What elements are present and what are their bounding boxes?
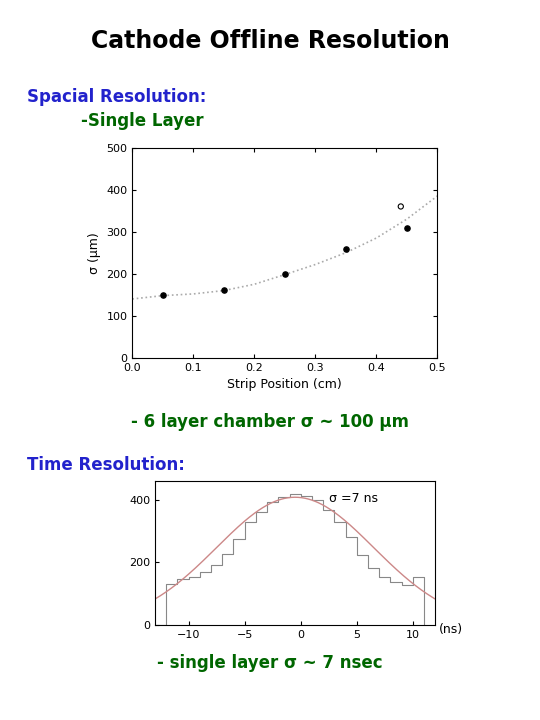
Text: Spacial Resolution:: Spacial Resolution: <box>27 88 206 106</box>
Text: -Single Layer: -Single Layer <box>81 112 204 130</box>
Text: - single layer σ ~ 7 nsec: - single layer σ ~ 7 nsec <box>157 654 383 672</box>
X-axis label: Strip Position (cm): Strip Position (cm) <box>227 378 342 391</box>
Text: Time Resolution:: Time Resolution: <box>27 456 185 474</box>
Point <box>159 289 167 300</box>
Text: Cathode Offline Resolution: Cathode Offline Resolution <box>91 29 449 53</box>
Point <box>219 284 228 295</box>
Point <box>396 201 405 212</box>
Text: σ =7 ns: σ =7 ns <box>329 492 378 505</box>
Text: (ns): (ns) <box>438 623 463 636</box>
Point <box>281 268 289 279</box>
Point <box>342 243 350 254</box>
Point <box>403 222 411 234</box>
Y-axis label: σ (μm): σ (μm) <box>88 232 101 274</box>
Text: - 6 layer chamber σ ~ 100 μm: - 6 layer chamber σ ~ 100 μm <box>131 413 409 431</box>
